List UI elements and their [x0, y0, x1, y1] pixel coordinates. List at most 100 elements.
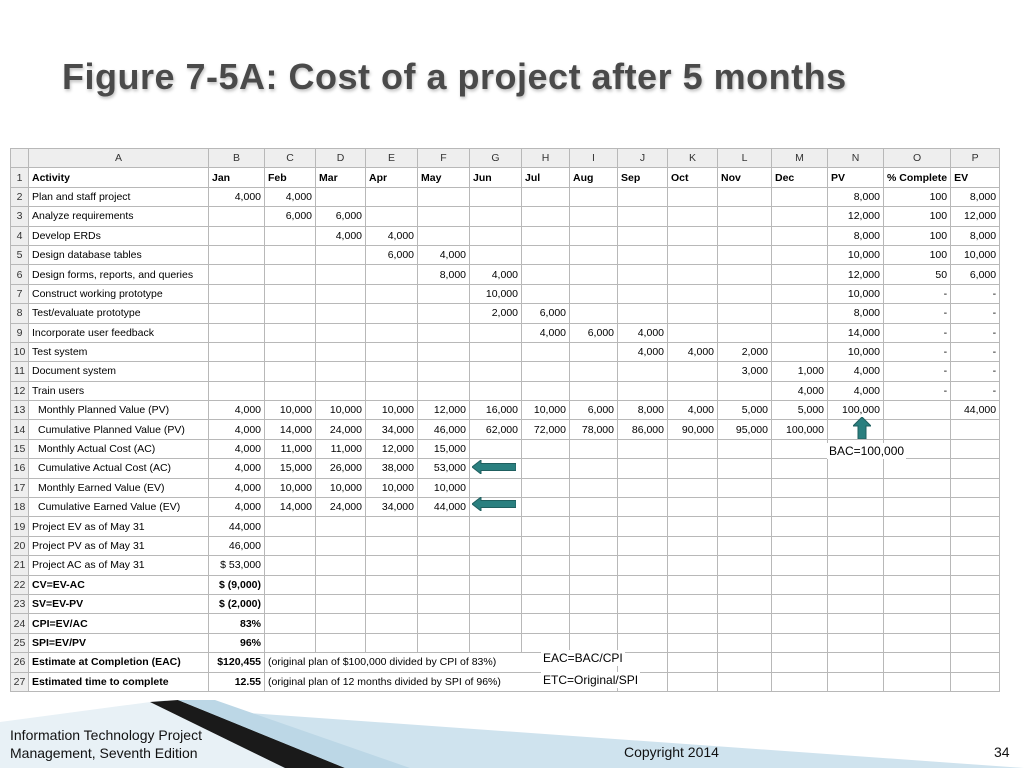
corner-cell	[10, 147, 29, 169]
table-cell: 100	[882, 186, 952, 208]
table-cell	[315, 516, 366, 537]
table-cell	[315, 283, 366, 305]
table-cell	[771, 497, 828, 518]
table-cell: -	[882, 283, 952, 305]
spreadsheet-table: A B C D E F G H I J K L M N O P 1 Activity Jan Feb Mar Apr May…	[10, 147, 1001, 692]
table-cell: 4,000	[771, 380, 828, 402]
table-cell: 4,000	[617, 341, 668, 363]
bac-annotation: BAC=100,000	[827, 443, 907, 459]
table-cell	[264, 283, 316, 305]
table-cell: 53,000	[417, 458, 470, 479]
table-cell	[569, 458, 618, 479]
table-cell	[717, 244, 772, 266]
table-cell	[771, 574, 828, 595]
table-cell	[882, 477, 952, 499]
table-cell: 44,000	[208, 516, 265, 537]
column-header: M	[771, 147, 828, 169]
row-number: 26	[10, 652, 29, 673]
table-cell	[417, 361, 470, 382]
table-cell	[667, 632, 718, 654]
table-cell: 8,000	[950, 225, 1001, 246]
table-cell: % Complete	[882, 167, 952, 188]
table-cell	[569, 555, 618, 576]
table-cell	[365, 555, 418, 576]
table-cell	[264, 361, 316, 382]
row-label-cell: Project AC as of May 31	[28, 555, 209, 576]
table-cell	[827, 613, 884, 634]
table-cell	[417, 613, 470, 634]
row-number: 22	[10, 574, 29, 595]
table-cell	[827, 652, 884, 673]
row-number: 20	[10, 535, 29, 557]
row-number: 4	[10, 225, 29, 246]
table-cell	[521, 438, 570, 460]
table-cell: -	[950, 283, 1001, 305]
table-cell	[208, 303, 265, 324]
table-cell	[264, 574, 316, 595]
table-cell	[315, 632, 366, 654]
table-cell: 95,000	[717, 419, 772, 440]
row-label-cell: Estimated time to complete	[28, 671, 209, 692]
table-row: 3 Analyze requirements 6,000 6,000 12,000 100…	[10, 206, 1001, 227]
table-cell	[827, 593, 884, 615]
table-row: 20 Project PV as of May 31 46,000	[10, 535, 1001, 557]
table-cell: 100	[882, 225, 952, 246]
table-cell	[569, 225, 618, 246]
table-cell	[827, 477, 884, 499]
table-cell: $ (2,000)	[208, 593, 265, 615]
table-cell	[617, 458, 668, 479]
table-cell	[469, 516, 522, 537]
row-label-cell: Cumulative Planned Value (PV)	[28, 419, 209, 440]
column-header: F	[417, 147, 470, 169]
table-cell	[667, 535, 718, 557]
table-cell	[469, 438, 522, 460]
table-cell	[617, 516, 668, 537]
table-row: 14 Cumulative Planned Value (PV) 4,000 14,0…	[10, 419, 1001, 440]
table-cell	[521, 225, 570, 246]
table-cell	[264, 613, 316, 634]
table-cell	[365, 380, 418, 402]
table-cell: 10,000	[417, 477, 470, 499]
table-cell: 5,000	[717, 400, 772, 421]
table-row: 25 SPI=EV/PV 96%	[10, 632, 1001, 654]
table-cell	[315, 322, 366, 343]
table-cell	[667, 555, 718, 576]
table-cell	[469, 361, 522, 382]
table-row: 11 Document system 3,000 1,000 4,000- -	[10, 361, 1001, 382]
table-cell: 15,000	[417, 438, 470, 460]
table-cell	[417, 380, 470, 402]
table-cell	[315, 535, 366, 557]
table-cell: -	[950, 361, 1001, 382]
table-cell	[771, 632, 828, 654]
table-row: 21 Project AC as of May 31 $ 53,000	[10, 555, 1001, 576]
table-cell	[950, 458, 1001, 479]
table-cell	[882, 593, 952, 615]
footer-book-line-1: Information Technology Project	[10, 727, 202, 743]
table-cell	[208, 225, 265, 246]
row-label-cell: CV=EV-AC	[28, 574, 209, 595]
row-number: 11	[10, 361, 29, 382]
arrow-left-icon	[472, 460, 516, 474]
table-cell	[882, 419, 952, 440]
table-cell	[667, 593, 718, 615]
table-cell	[617, 303, 668, 324]
table-cell	[617, 438, 668, 460]
table-cell	[417, 574, 470, 595]
table-cell	[617, 361, 668, 382]
table-cell	[667, 361, 718, 382]
table-cell	[617, 264, 668, 285]
table-cell	[771, 186, 828, 208]
table-cell	[264, 555, 316, 576]
table-cell	[717, 535, 772, 557]
table-cell: 96%	[208, 632, 265, 654]
table-cell	[771, 322, 828, 343]
column-header: A	[28, 147, 209, 169]
row-number: 17	[10, 477, 29, 499]
table-cell: 90,000	[667, 419, 718, 440]
table-cell: 4,000	[365, 225, 418, 246]
table-cell	[771, 283, 828, 305]
table-cell: 12.55	[208, 671, 265, 692]
column-header: K	[667, 147, 718, 169]
table-cell	[315, 244, 366, 266]
table-cell	[882, 555, 952, 576]
